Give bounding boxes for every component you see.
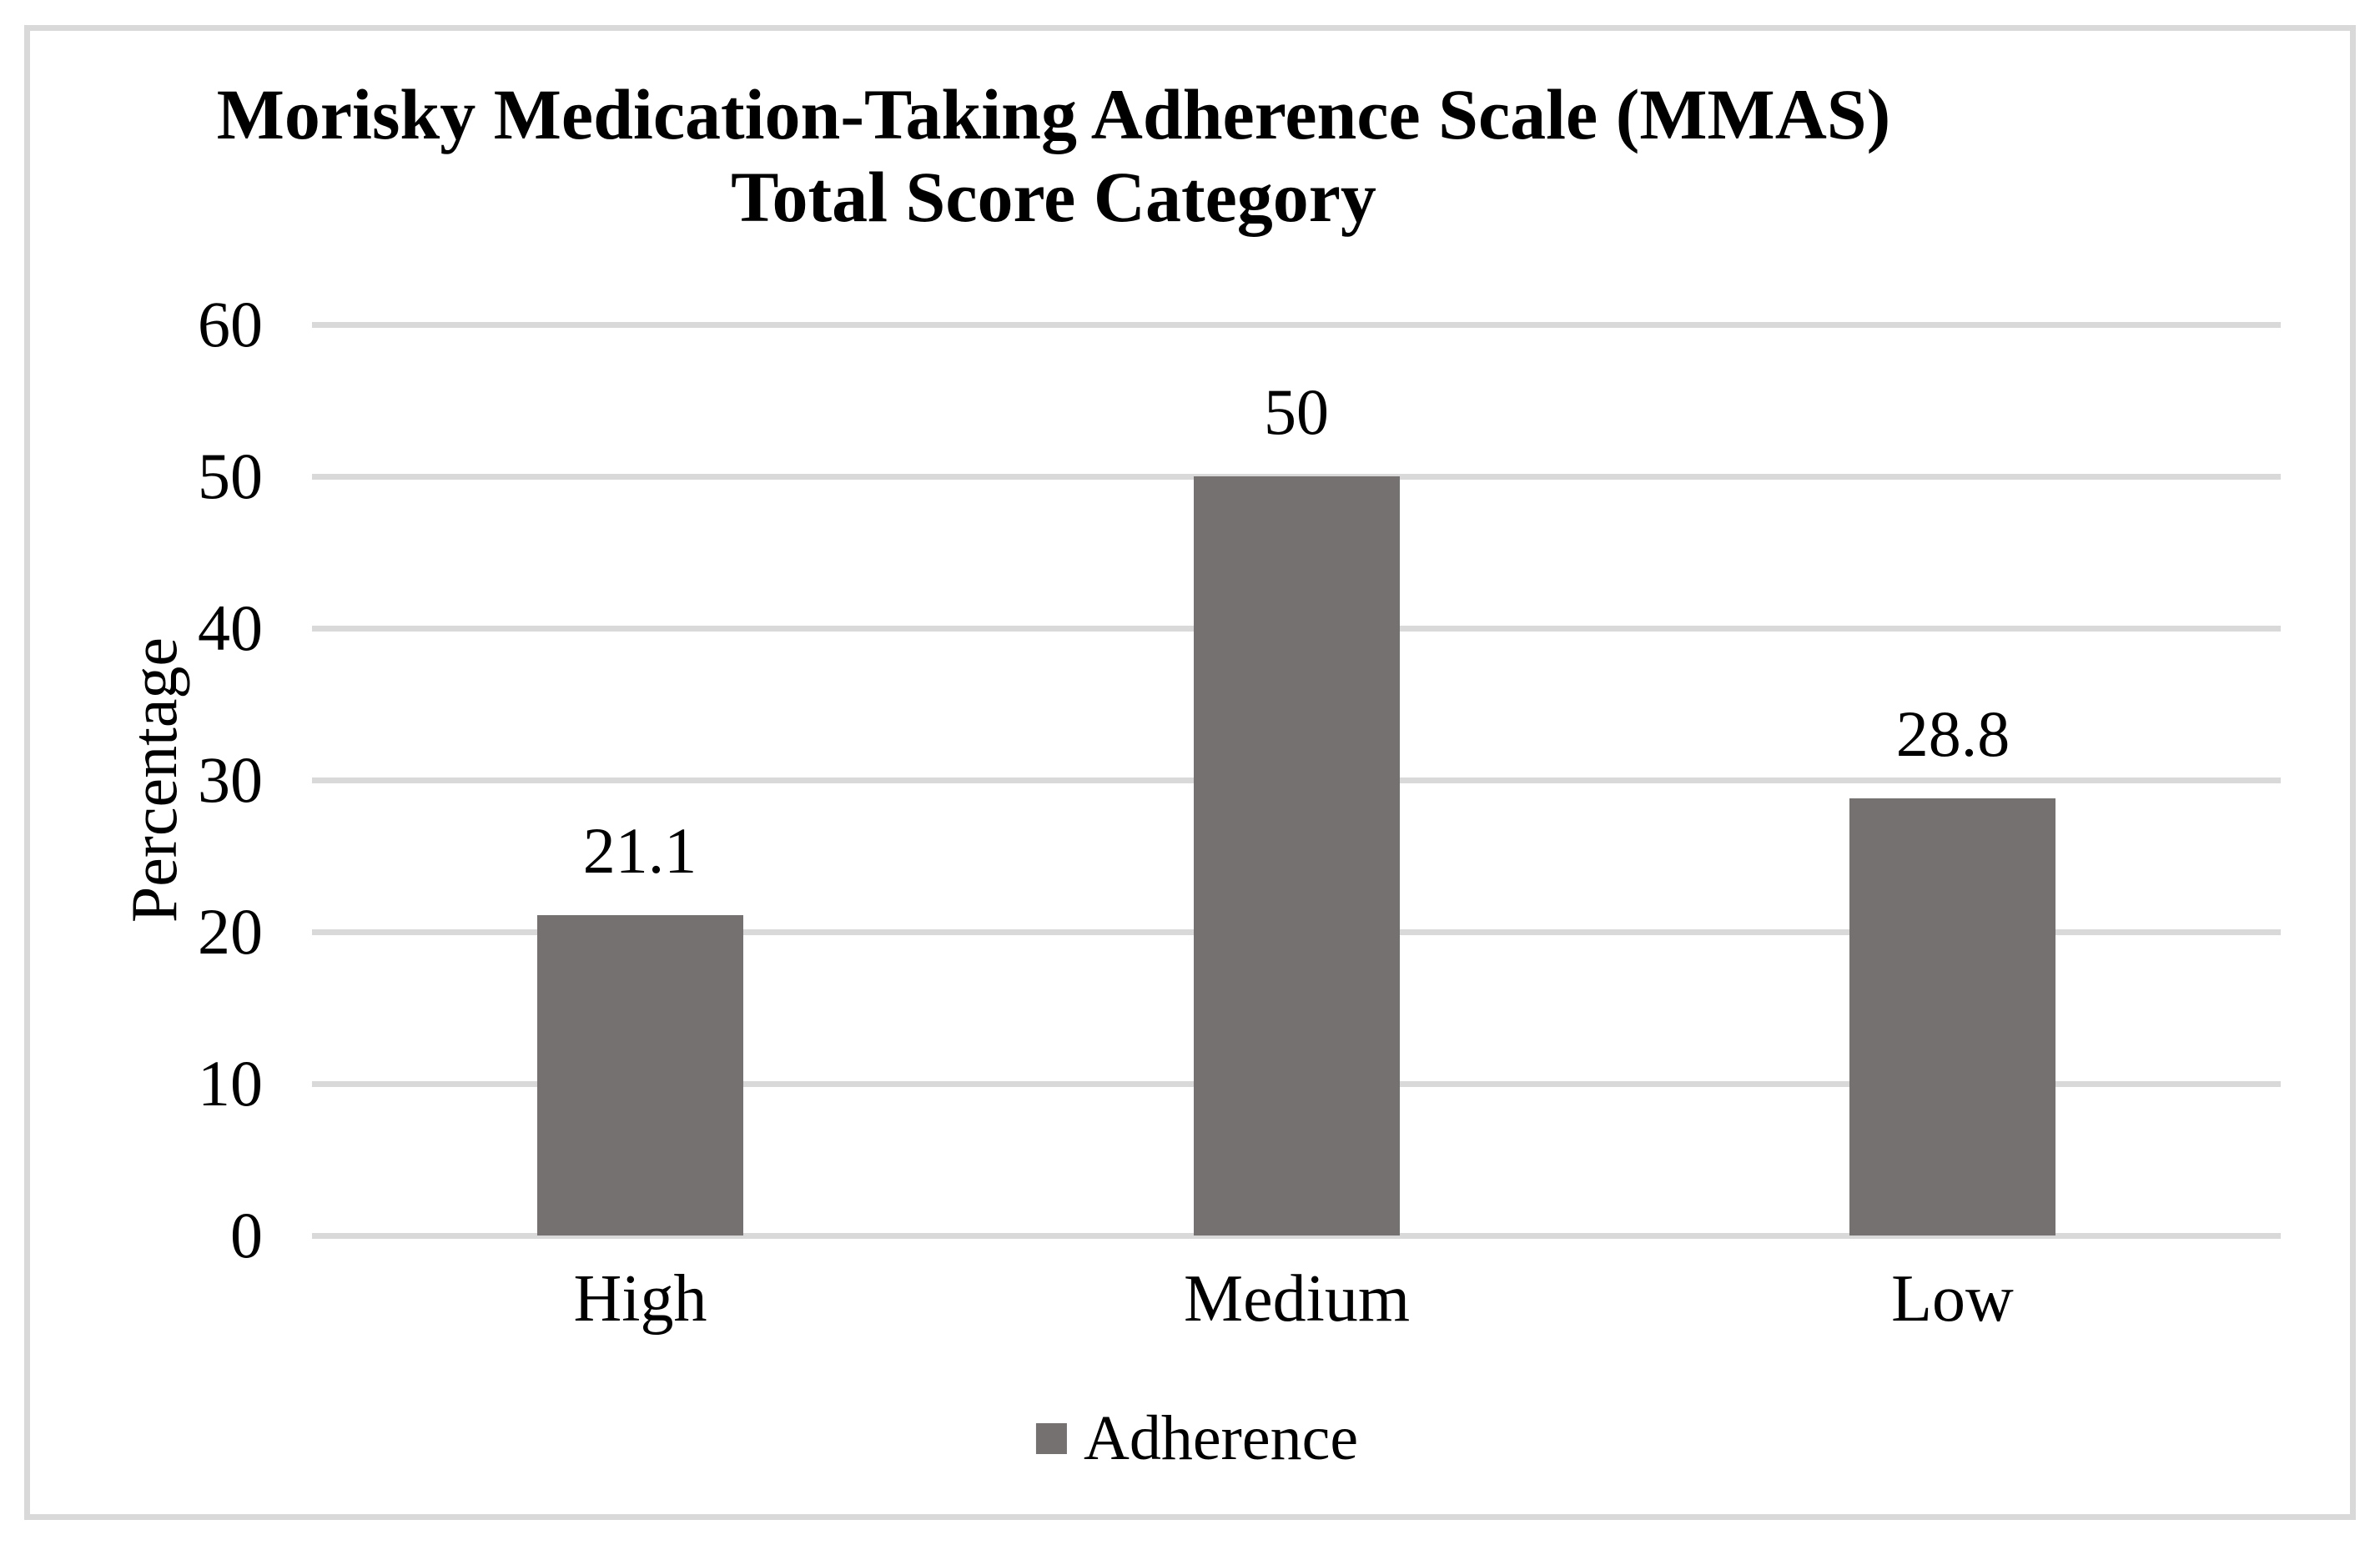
chart-title-line1: Morisky Medication-Taking Adherence Scal…: [216, 74, 1891, 154]
gridline-60: [312, 322, 2281, 328]
data-label-low: 28.8: [1895, 697, 2010, 770]
x-category-label-low: Low: [1891, 1262, 2014, 1336]
bar-medium: [1194, 476, 1400, 1235]
y-tick-label-60: 60: [198, 288, 263, 360]
y-tick-label-10: 10: [198, 1047, 263, 1120]
chart-title-line2: Total Score Category: [731, 157, 1376, 237]
x-category-label-medium: Medium: [1183, 1262, 1411, 1336]
gridline-0: [312, 1233, 2281, 1239]
chart-title: Morisky Medication-Taking Adherence Scal…: [0, 73, 2107, 239]
legend-swatch-adherence: [1035, 1422, 1067, 1454]
legend: Adherence: [1035, 1403, 1359, 1473]
bar-low: [1849, 798, 2055, 1235]
bar-high: [537, 915, 743, 1235]
y-tick-label-40: 40: [198, 591, 263, 664]
y-tick-label-0: 0: [230, 1199, 263, 1271]
x-category-label-high: High: [573, 1262, 707, 1336]
y-tick-label-30: 30: [198, 743, 263, 816]
y-tick-label-50: 50: [198, 440, 263, 512]
y-tick-label-20: 20: [198, 895, 263, 968]
legend-label-adherence: Adherence: [1083, 1403, 1359, 1473]
data-label-high: 21.1: [582, 814, 697, 887]
data-label-medium: 50: [1264, 375, 1329, 448]
